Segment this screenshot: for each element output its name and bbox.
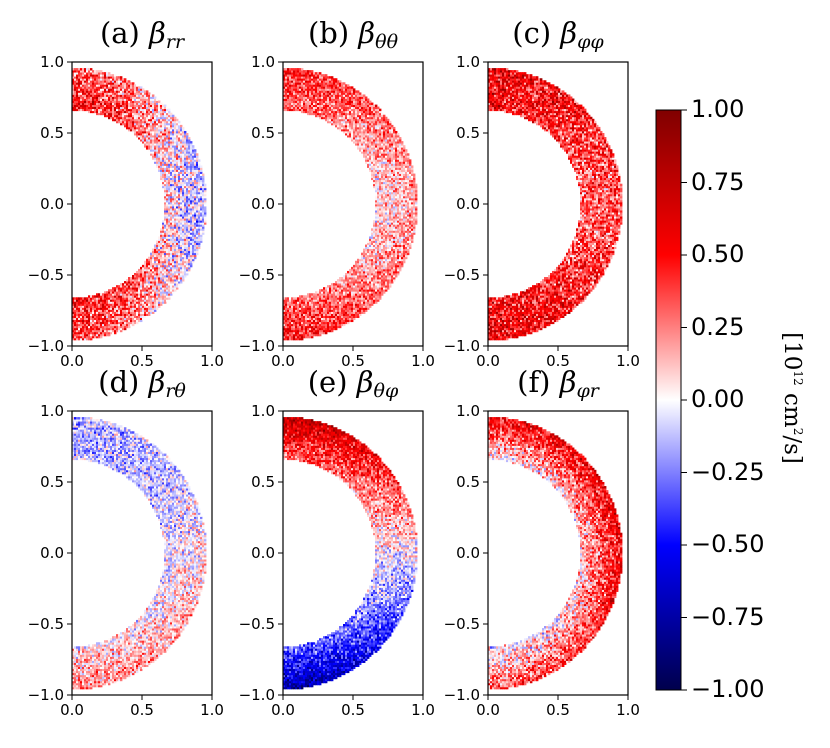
heatmap-cells-a [72,68,206,340]
panel-a [67,62,212,351]
